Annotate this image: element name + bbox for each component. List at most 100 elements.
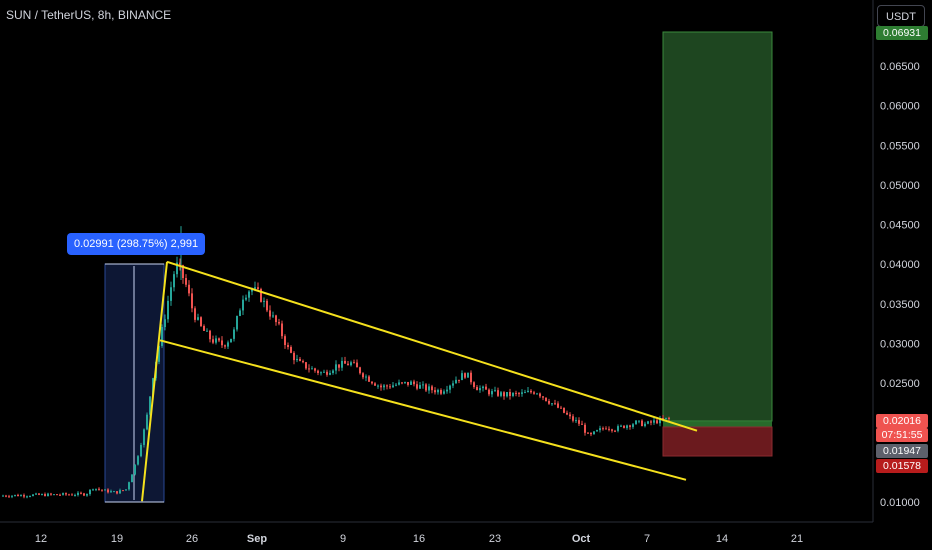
candle: [446, 385, 448, 394]
stop-zone[interactable]: [662, 426, 773, 457]
candle: [272, 311, 274, 318]
candle: [653, 417, 655, 425]
candle: [326, 369, 328, 377]
candle: [8, 494, 10, 498]
candle: [266, 298, 268, 313]
candle: [548, 398, 550, 405]
candle: [647, 420, 649, 425]
candle: [59, 493, 61, 496]
candle: [188, 280, 190, 297]
x-tick-label: 23: [489, 533, 501, 545]
candle: [335, 360, 337, 375]
candle: [497, 387, 499, 397]
candle: [557, 401, 559, 409]
candle: [230, 338, 232, 343]
candle: [488, 388, 490, 397]
candle: [551, 402, 553, 406]
candle: [323, 369, 325, 373]
candle: [86, 493, 88, 497]
candle: [344, 356, 346, 364]
candle: [239, 308, 241, 317]
candle: [470, 370, 472, 385]
candle: [443, 389, 445, 395]
currency-button[interactable]: USDT: [877, 5, 925, 27]
candle: [164, 314, 166, 331]
candle: [263, 297, 265, 308]
pump-trendline[interactable]: [141, 261, 168, 502]
last-price-tag: 0.02016: [876, 414, 928, 428]
candle: [281, 320, 283, 339]
candle: [494, 386, 496, 392]
candle: [389, 383, 391, 389]
x-tick-label: Sep: [247, 533, 267, 545]
candle: [290, 345, 292, 354]
candle: [509, 388, 511, 400]
stop-price-tag: 0.01578: [876, 459, 928, 473]
candle: [140, 442, 142, 458]
candle: [329, 370, 331, 376]
symbol-title[interactable]: SUN / TetherUS, 8h, BINANCE: [6, 8, 172, 22]
candle: [392, 382, 394, 388]
candle: [605, 426, 607, 430]
candle: [527, 387, 529, 393]
candle: [542, 395, 544, 401]
candle: [212, 335, 214, 345]
candle: [68, 493, 70, 496]
candle: [137, 454, 139, 466]
candle: [503, 391, 505, 400]
candle: [581, 420, 583, 425]
candle: [314, 367, 316, 373]
trendlines: [141, 260, 698, 502]
time-axis[interactable]: 12 19 26 Sep 9 16 23 Oct 7 14 21: [35, 533, 803, 545]
y-tick-label: 0.05500: [880, 140, 920, 152]
candle: [305, 361, 307, 370]
candle: [458, 379, 460, 384]
candle: [554, 399, 556, 405]
candle: [611, 428, 613, 433]
candle: [428, 383, 430, 394]
candle: [287, 342, 289, 350]
candle: [371, 381, 373, 385]
candle: [278, 318, 280, 326]
candle: [80, 491, 82, 495]
candle: [350, 360, 352, 367]
candle: [215, 335, 217, 345]
candle: [233, 327, 235, 342]
candle: [578, 417, 580, 427]
candle: [128, 481, 130, 491]
candle: [317, 369, 319, 376]
candle: [662, 414, 664, 420]
candle: [467, 372, 469, 378]
candle: [356, 359, 358, 368]
target-zone[interactable]: [662, 31, 773, 422]
candle: [437, 388, 439, 395]
candle: [575, 417, 577, 424]
y-tick-label: 0.06500: [880, 61, 920, 73]
candle: [590, 432, 592, 437]
candle: [341, 357, 343, 371]
lower-trendline[interactable]: [159, 339, 687, 481]
candle: [395, 383, 397, 387]
candle: [173, 271, 175, 292]
candle: [455, 376, 457, 384]
candle: [566, 410, 568, 416]
candle: [407, 381, 409, 387]
upper-trendline[interactable]: [166, 260, 698, 432]
candle: [20, 494, 22, 497]
candle: [536, 392, 538, 395]
candle: [410, 380, 412, 386]
candle: [224, 344, 226, 349]
candle: [626, 424, 628, 430]
candle: [464, 372, 466, 379]
candle: [524, 389, 526, 394]
candle: [485, 383, 487, 390]
candle: [518, 392, 520, 397]
candle: [221, 336, 223, 348]
y-tick-label: 0.04500: [880, 220, 920, 232]
candle: [41, 493, 43, 496]
candle: [167, 295, 169, 323]
candle: [149, 396, 151, 418]
candle: [200, 316, 202, 328]
candle: [659, 415, 661, 427]
